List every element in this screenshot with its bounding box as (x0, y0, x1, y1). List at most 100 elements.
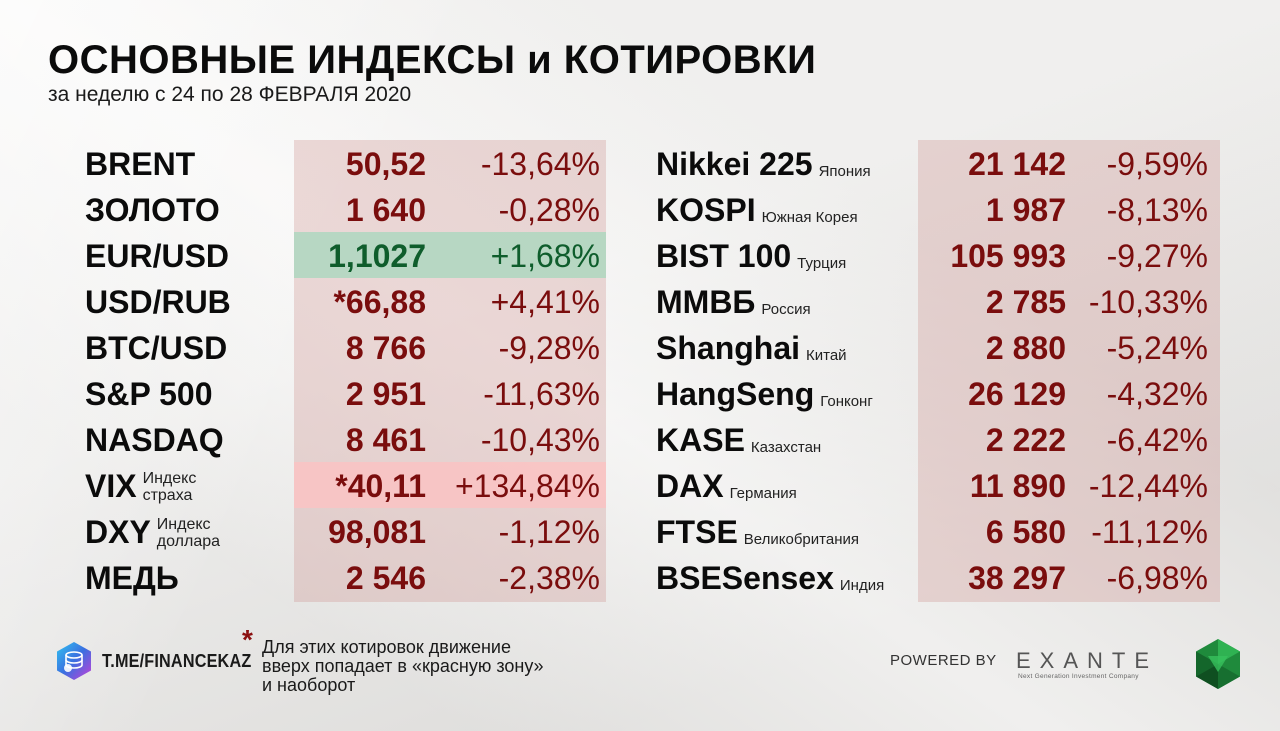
footnote-line: Для этих котировок движение (262, 637, 511, 657)
index-country: Германия (729, 485, 797, 502)
index-name: KOSPI Южная Корея (656, 192, 858, 229)
index-name-text: BIST 100 (656, 238, 792, 274)
page-title: ОСНОВНЫЕ ИНДЕКСЫ и КОТИРОВКИ (48, 38, 817, 82)
eurusd-highlight (294, 232, 606, 278)
quote-note-line2: доллара (156, 533, 221, 550)
footnote: Для этих котировок движение вверх попада… (262, 638, 642, 695)
index-name: FTSE Великобритания (656, 514, 859, 551)
quote-price: 1 640 (345, 192, 426, 228)
index-row-hangseng: HangSeng Гонконг 26 129 -4,32% (640, 370, 1280, 416)
index-change: -11,12% (1091, 514, 1208, 550)
quote-note-line2: страха (142, 487, 193, 504)
index-price: 2 222 (985, 422, 1066, 458)
quote-row-copper: МЕДЬ 2 546 -2,38% (0, 554, 640, 600)
quote-change: -9,28% (498, 330, 600, 366)
index-name-text: HangSeng (656, 376, 815, 412)
index-name-text: KASE (656, 422, 745, 458)
quote-change: -13,64% (480, 146, 600, 182)
quote-note-line1: Индекс (156, 516, 211, 533)
footnote-line: вверх попадает в «красную зону» (262, 656, 544, 676)
exante-tagline: Next Generation Investment Company (1018, 673, 1139, 680)
quote-price: 8 461 (345, 422, 426, 458)
quote-price: *40,11 (335, 468, 426, 504)
index-country: Китай (806, 347, 847, 364)
quote-change: +134,84% (454, 468, 600, 504)
quote-row-eurusd: EUR/USD 1,1027 +1,68% (0, 232, 640, 278)
quote-name: DXY Индекс доллара (85, 514, 220, 551)
quote-change: +1,68% (490, 238, 600, 274)
index-country: Япония (818, 163, 871, 180)
index-name: BSESensex Индия (656, 560, 884, 597)
index-row-sensex: BSESensex Индия 38 297 -6,98% (640, 554, 1280, 600)
index-row-kospi: KOSPI Южная Корея 1 987 -8,13% (640, 186, 1280, 232)
index-name: HangSeng Гонконг (656, 376, 873, 413)
right-values-panel (918, 140, 1220, 602)
index-change: -9,27% (1106, 238, 1208, 274)
quote-name: S&P 500 (85, 376, 213, 412)
quote-note-line1: Индекс (142, 470, 197, 487)
index-price: 21 142 (968, 146, 1066, 182)
quote-note: Индекс страха (143, 470, 197, 505)
quote-price: 2 951 (345, 376, 426, 412)
index-change: -4,32% (1106, 376, 1208, 412)
index-country: Южная Корея (761, 209, 858, 226)
index-name: BIST 100 Турция (656, 238, 846, 275)
index-name-text: ММВБ (656, 284, 756, 320)
index-row-kase: KASE Казахстан 2 222 -6,42% (640, 416, 1280, 462)
index-change: -10,33% (1088, 284, 1208, 320)
green-hexagon-icon (1196, 639, 1240, 689)
quote-name-text: VIX (85, 468, 137, 504)
index-name-text: BSESensex (656, 560, 834, 596)
index-country: Великобритания (743, 531, 859, 548)
quote-change: -10,43% (480, 422, 600, 458)
index-price: 1 987 (985, 192, 1066, 228)
powered-by-label: POWERED BY (890, 652, 997, 669)
quote-change: +4,41% (490, 284, 600, 320)
page-subtitle: за неделю с 24 по 28 ФЕВРАЛЯ 2020 (48, 83, 412, 106)
quote-name-text: DXY (85, 514, 151, 550)
index-name-text: Shanghai (656, 330, 801, 366)
quote-row-btcusd: BTC/USD 8 766 -9,28% (0, 324, 640, 370)
index-name: ММВБ Россия (656, 284, 811, 321)
quote-name: BTC/USD (85, 330, 228, 366)
footnote-star: * (242, 624, 253, 655)
index-name: Nikkei 225 Япония (656, 146, 871, 183)
quote-name: NASDAQ (85, 422, 224, 458)
index-price: 26 129 (968, 376, 1066, 412)
index-name: Shanghai Китай (656, 330, 847, 367)
index-change: -6,42% (1106, 422, 1208, 458)
telegram-link[interactable]: T.ME/FINANCEKAZ (102, 651, 252, 671)
quote-name: EUR/USD (85, 238, 230, 274)
quote-row-dxy: DXY Индекс доллара 98,081 -1,12% (0, 508, 640, 554)
index-price: 38 297 (968, 560, 1066, 596)
quote-change: -11,63% (483, 376, 600, 412)
quote-price: 2 546 (345, 560, 426, 596)
quote-row-gold: ЗОЛОТО 1 640 -0,28% (0, 186, 640, 232)
index-country: Казахстан (750, 439, 822, 456)
index-row-bist100: BIST 100 Турция 105 993 -9,27% (640, 232, 1280, 278)
index-country: Турция (797, 255, 847, 272)
quote-change: -2,38% (498, 560, 600, 596)
quote-name: BRENT (85, 146, 196, 182)
index-name-text: Nikkei 225 (656, 146, 813, 182)
exante-brand: EXANTE (1016, 648, 1159, 673)
index-change: -12,44% (1088, 468, 1208, 504)
quote-row-vix: VIX Индекс страха *40,11 +134,84% (0, 462, 640, 508)
index-country: Индия (839, 577, 885, 594)
quote-price: *66,88 (333, 284, 426, 320)
quote-price: 1,1027 (328, 238, 426, 274)
quote-change: -1,12% (498, 514, 600, 550)
index-name-text: DAX (656, 468, 724, 504)
index-price: 105 993 (950, 238, 1066, 274)
index-country: Россия (761, 301, 811, 318)
index-price: 11 890 (969, 468, 1066, 504)
vix-highlight (294, 462, 606, 508)
quote-name: VIX Индекс страха (85, 468, 196, 505)
quote-row-usdrub: USD/RUB *66,88 +4,41% (0, 278, 640, 324)
quote-name: МЕДЬ (85, 560, 179, 596)
index-row-shanghai: Shanghai Китай 2 880 -5,24% (640, 324, 1280, 370)
quote-row-nasdaq: NASDAQ 8 461 -10,43% (0, 416, 640, 462)
quote-price: 50,52 (345, 146, 426, 182)
index-country: Гонконг (820, 393, 873, 410)
